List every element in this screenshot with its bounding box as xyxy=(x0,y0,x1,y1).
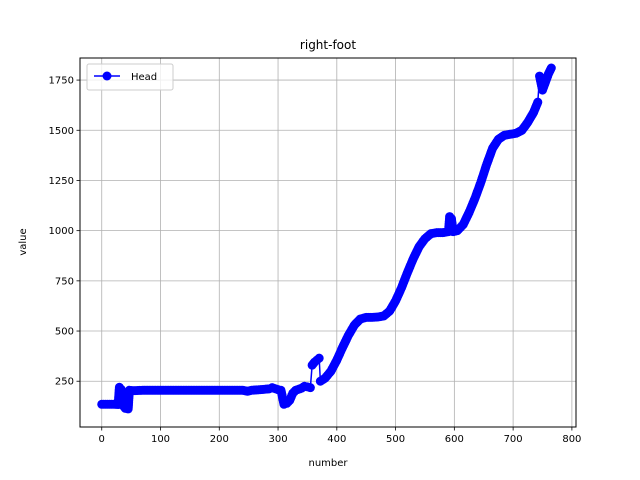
y-tick-label: 1000 xyxy=(49,226,74,237)
y-tick-label: 1500 xyxy=(49,126,74,137)
legend-box xyxy=(86,63,174,91)
y-tick-label: 1750 xyxy=(49,76,74,87)
x-axis: 0 100 200 300 400 500 600 700 800 xyxy=(99,427,581,445)
y-tick-label: 250 xyxy=(55,377,74,388)
x-tick-label: 400 xyxy=(327,434,346,445)
x-tick-label: 800 xyxy=(562,434,581,445)
series-layer xyxy=(97,63,556,414)
data-point xyxy=(314,353,324,363)
legend-label-head: Head xyxy=(131,72,157,83)
y-tick-label: 750 xyxy=(55,276,74,287)
chart-title: right-foot xyxy=(300,38,356,52)
data-point xyxy=(308,359,318,369)
y-tick-label: 500 xyxy=(55,327,74,338)
data-point xyxy=(262,384,272,394)
y-tick-label: 1250 xyxy=(49,176,74,187)
data-point xyxy=(305,383,315,393)
y-axis-title: value xyxy=(18,228,29,255)
x-tick-label: 600 xyxy=(445,434,464,445)
legend: Head xyxy=(86,63,174,91)
y-axis: 250 500 750 1000 1250 1500 1750 xyxy=(49,76,80,388)
x-tick-label: 100 xyxy=(151,434,170,445)
data-point xyxy=(546,65,556,75)
x-tick-label: 200 xyxy=(210,434,229,445)
x-tick-label: 700 xyxy=(504,434,523,445)
x-tick-label: 500 xyxy=(386,434,405,445)
plot-frame xyxy=(79,57,577,428)
x-tick-label: 0 xyxy=(99,434,105,445)
data-point xyxy=(532,99,542,109)
data-point xyxy=(298,382,308,392)
legend-marker xyxy=(102,71,112,81)
x-tick-label: 300 xyxy=(269,434,288,445)
x-axis-title: number xyxy=(308,458,348,469)
